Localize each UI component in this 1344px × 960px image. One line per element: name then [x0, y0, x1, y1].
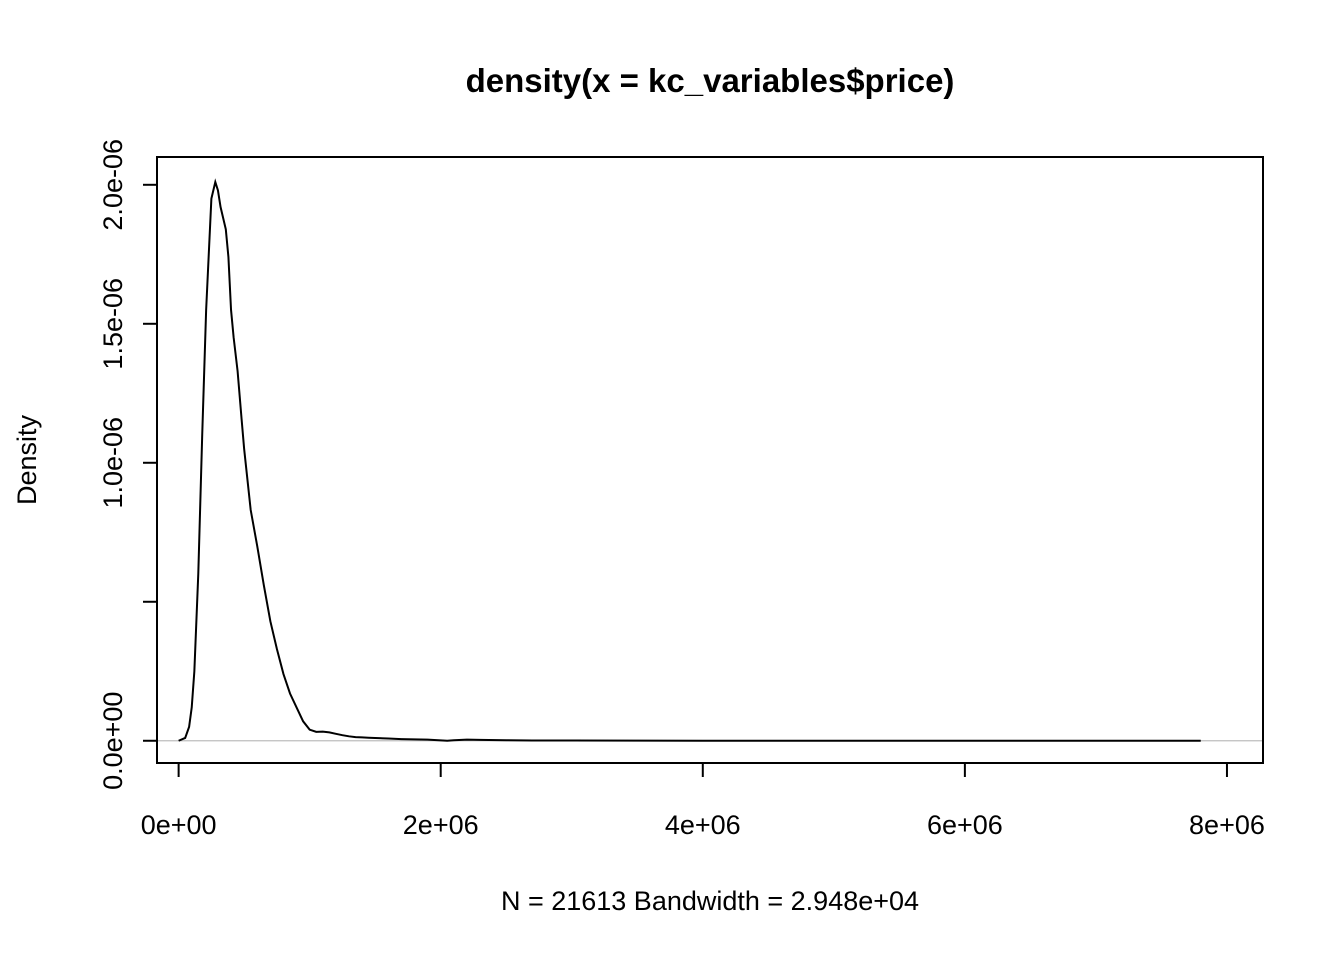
x-axis-label: N = 21613 Bandwidth = 2.948e+04 — [501, 886, 919, 916]
y-tick-label: 1.5e-06 — [98, 278, 128, 370]
y-tick-label: 0.0e+00 — [98, 692, 128, 790]
x-tick-label: 2e+06 — [403, 810, 479, 840]
density-curve — [178, 178, 1201, 742]
y-tick-label: 1.0e-06 — [98, 417, 128, 509]
chart-title: density(x = kc_variables$price) — [466, 62, 955, 99]
x-tick-label: 4e+06 — [665, 810, 741, 840]
x-tick-label: 6e+06 — [927, 810, 1003, 840]
y-axis: 0.0e+00 1.0e-06 1.5e-06 2.0e-06 — [98, 139, 158, 790]
x-tick-label: 0e+00 — [141, 810, 217, 840]
x-axis: 0e+00 2e+06 4e+06 6e+06 8e+06 — [141, 762, 1265, 840]
x-tick-label: 8e+06 — [1189, 810, 1265, 840]
y-tick-label: 2.0e-06 — [98, 139, 128, 231]
y-axis-label: Density — [12, 414, 42, 505]
